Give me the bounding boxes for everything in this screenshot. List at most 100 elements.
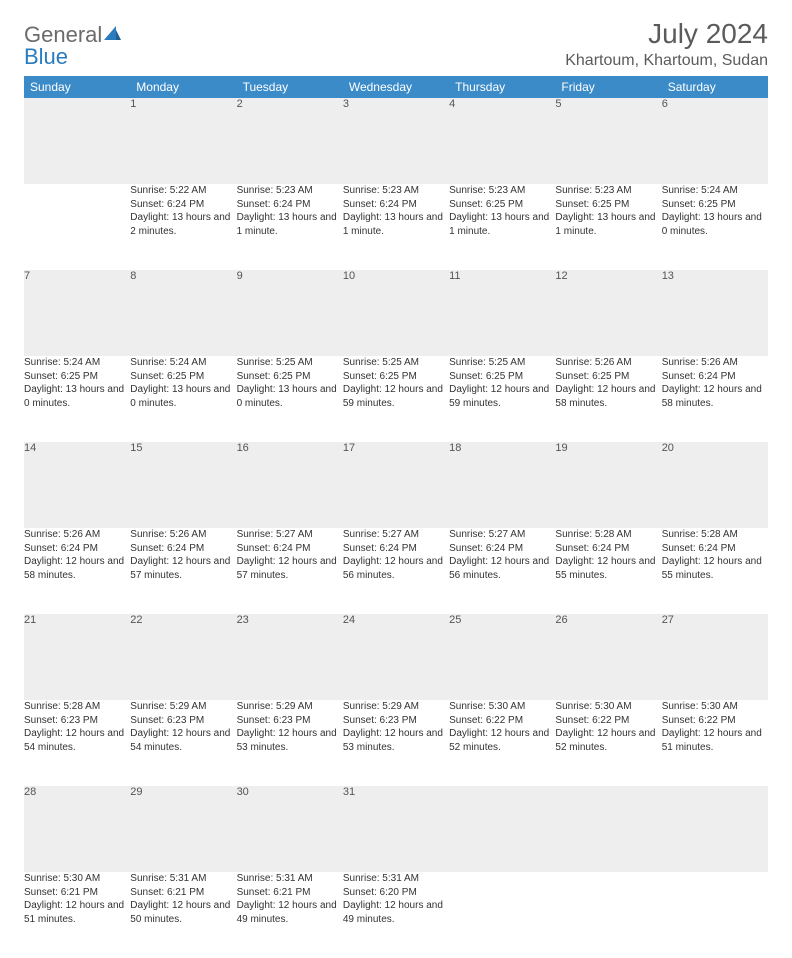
day-number-cell: 4 [449, 98, 555, 184]
sunrise-text: Sunrise: 5:26 AM [662, 356, 768, 370]
day-number: 3 [343, 98, 349, 110]
calendar-table: Sunday Monday Tuesday Wednesday Thursday… [24, 76, 768, 958]
day-content-cell [24, 184, 130, 270]
day-number: 27 [662, 614, 674, 626]
day-content-cell: Sunrise: 5:30 AMSunset: 6:21 PMDaylight:… [24, 872, 130, 958]
sunrise-text: Sunrise: 5:25 AM [449, 356, 555, 370]
logo-text: General Blue [24, 24, 122, 68]
sunset-text: Sunset: 6:23 PM [24, 714, 130, 728]
sunrise-text: Sunrise: 5:28 AM [24, 700, 130, 714]
day-number: 14 [24, 442, 36, 454]
sunrise-text: Sunrise: 5:22 AM [130, 184, 236, 198]
daylight-text: Daylight: 12 hours and 59 minutes. [343, 383, 449, 410]
sunset-text: Sunset: 6:25 PM [237, 370, 343, 384]
day-number-cell: 25 [449, 614, 555, 700]
daylight-text: Daylight: 12 hours and 58 minutes. [662, 383, 768, 410]
day-content-cell: Sunrise: 5:29 AMSunset: 6:23 PMDaylight:… [343, 700, 449, 786]
daynum-row: 78910111213 [24, 270, 768, 356]
day-number-cell: 10 [343, 270, 449, 356]
calendar-page: General Blue July 2024 Khartoum, Khartou… [0, 0, 792, 958]
day-number-cell: 29 [130, 786, 236, 872]
day-content-cell: Sunrise: 5:30 AMSunset: 6:22 PMDaylight:… [449, 700, 555, 786]
day-content-cell: Sunrise: 5:28 AMSunset: 6:24 PMDaylight:… [662, 528, 768, 614]
sunset-text: Sunset: 6:24 PM [237, 198, 343, 212]
sunset-text: Sunset: 6:25 PM [555, 370, 661, 384]
daynum-row: 21222324252627 [24, 614, 768, 700]
day-number: 17 [343, 442, 355, 454]
sunrise-text: Sunrise: 5:24 AM [24, 356, 130, 370]
weekday-header-row: Sunday Monday Tuesday Wednesday Thursday… [24, 76, 768, 98]
day-number-cell: 13 [662, 270, 768, 356]
day-number: 20 [662, 442, 674, 454]
day-content-cell: Sunrise: 5:26 AMSunset: 6:24 PMDaylight:… [24, 528, 130, 614]
daynum-row: 28293031 [24, 786, 768, 872]
day-content-cell: Sunrise: 5:30 AMSunset: 6:22 PMDaylight:… [555, 700, 661, 786]
sunrise-text: Sunrise: 5:26 AM [130, 528, 236, 542]
day-number: 26 [555, 614, 567, 626]
weekday-header: Saturday [662, 76, 768, 98]
daylight-text: Daylight: 13 hours and 0 minutes. [237, 383, 343, 410]
day-content-cell: Sunrise: 5:31 AMSunset: 6:21 PMDaylight:… [237, 872, 343, 958]
day-number-cell: 1 [130, 98, 236, 184]
day-number: 30 [237, 786, 249, 798]
sunset-text: Sunset: 6:24 PM [343, 542, 449, 556]
day-number: 31 [343, 786, 355, 798]
day-content-cell [555, 872, 661, 958]
sunrise-text: Sunrise: 5:30 AM [662, 700, 768, 714]
daylight-text: Daylight: 12 hours and 51 minutes. [24, 899, 130, 926]
day-content-cell: Sunrise: 5:31 AMSunset: 6:21 PMDaylight:… [130, 872, 236, 958]
daylight-text: Daylight: 13 hours and 1 minute. [343, 211, 449, 238]
sunset-text: Sunset: 6:25 PM [449, 198, 555, 212]
sunset-text: Sunset: 6:24 PM [24, 542, 130, 556]
sunset-text: Sunset: 6:25 PM [555, 198, 661, 212]
day-number: 29 [130, 786, 142, 798]
daylight-text: Daylight: 12 hours and 52 minutes. [449, 727, 555, 754]
day-content-cell: Sunrise: 5:27 AMSunset: 6:24 PMDaylight:… [449, 528, 555, 614]
daylight-text: Daylight: 12 hours and 57 minutes. [130, 555, 236, 582]
sunrise-text: Sunrise: 5:31 AM [343, 872, 449, 886]
day-number-cell: 19 [555, 442, 661, 528]
day-number-cell [24, 98, 130, 184]
daylight-text: Daylight: 12 hours and 54 minutes. [24, 727, 130, 754]
day-number: 22 [130, 614, 142, 626]
day-number-cell: 14 [24, 442, 130, 528]
sunset-text: Sunset: 6:24 PM [662, 542, 768, 556]
day-number: 8 [130, 270, 136, 282]
sunrise-text: Sunrise: 5:23 AM [343, 184, 449, 198]
weekday-header: Thursday [449, 76, 555, 98]
daylight-text: Daylight: 12 hours and 57 minutes. [237, 555, 343, 582]
sunrise-text: Sunrise: 5:30 AM [555, 700, 661, 714]
daylight-text: Daylight: 13 hours and 1 minute. [449, 211, 555, 238]
day-number: 12 [555, 270, 567, 282]
daylight-text: Daylight: 12 hours and 58 minutes. [555, 383, 661, 410]
day-number-cell [555, 786, 661, 872]
day-content-cell: Sunrise: 5:27 AMSunset: 6:24 PMDaylight:… [343, 528, 449, 614]
day-number: 16 [237, 442, 249, 454]
day-number: 25 [449, 614, 461, 626]
day-number: 7 [24, 270, 30, 282]
logo-word-2: Blue [24, 44, 68, 69]
day-number: 10 [343, 270, 355, 282]
sunset-text: Sunset: 6:24 PM [237, 542, 343, 556]
day-content-cell: Sunrise: 5:29 AMSunset: 6:23 PMDaylight:… [130, 700, 236, 786]
daynum-row: 14151617181920 [24, 442, 768, 528]
daylight-text: Daylight: 13 hours and 1 minute. [555, 211, 661, 238]
day-content-cell: Sunrise: 5:28 AMSunset: 6:23 PMDaylight:… [24, 700, 130, 786]
sunrise-text: Sunrise: 5:23 AM [237, 184, 343, 198]
day-number-cell: 30 [237, 786, 343, 872]
sunrise-text: Sunrise: 5:24 AM [130, 356, 236, 370]
sunset-text: Sunset: 6:24 PM [130, 542, 236, 556]
day-number: 23 [237, 614, 249, 626]
sunrise-text: Sunrise: 5:25 AM [343, 356, 449, 370]
sunset-text: Sunset: 6:21 PM [237, 886, 343, 900]
day-content-cell: Sunrise: 5:26 AMSunset: 6:25 PMDaylight:… [555, 356, 661, 442]
calendar-body: 123456Sunrise: 5:22 AMSunset: 6:24 PMDay… [24, 98, 768, 958]
content-row: Sunrise: 5:24 AMSunset: 6:25 PMDaylight:… [24, 356, 768, 442]
day-content-cell: Sunrise: 5:26 AMSunset: 6:24 PMDaylight:… [130, 528, 236, 614]
sunrise-text: Sunrise: 5:30 AM [24, 872, 130, 886]
day-content-cell: Sunrise: 5:29 AMSunset: 6:23 PMDaylight:… [237, 700, 343, 786]
sunrise-text: Sunrise: 5:26 AM [555, 356, 661, 370]
sunset-text: Sunset: 6:23 PM [130, 714, 236, 728]
day-number-cell: 26 [555, 614, 661, 700]
day-content-cell: Sunrise: 5:26 AMSunset: 6:24 PMDaylight:… [662, 356, 768, 442]
